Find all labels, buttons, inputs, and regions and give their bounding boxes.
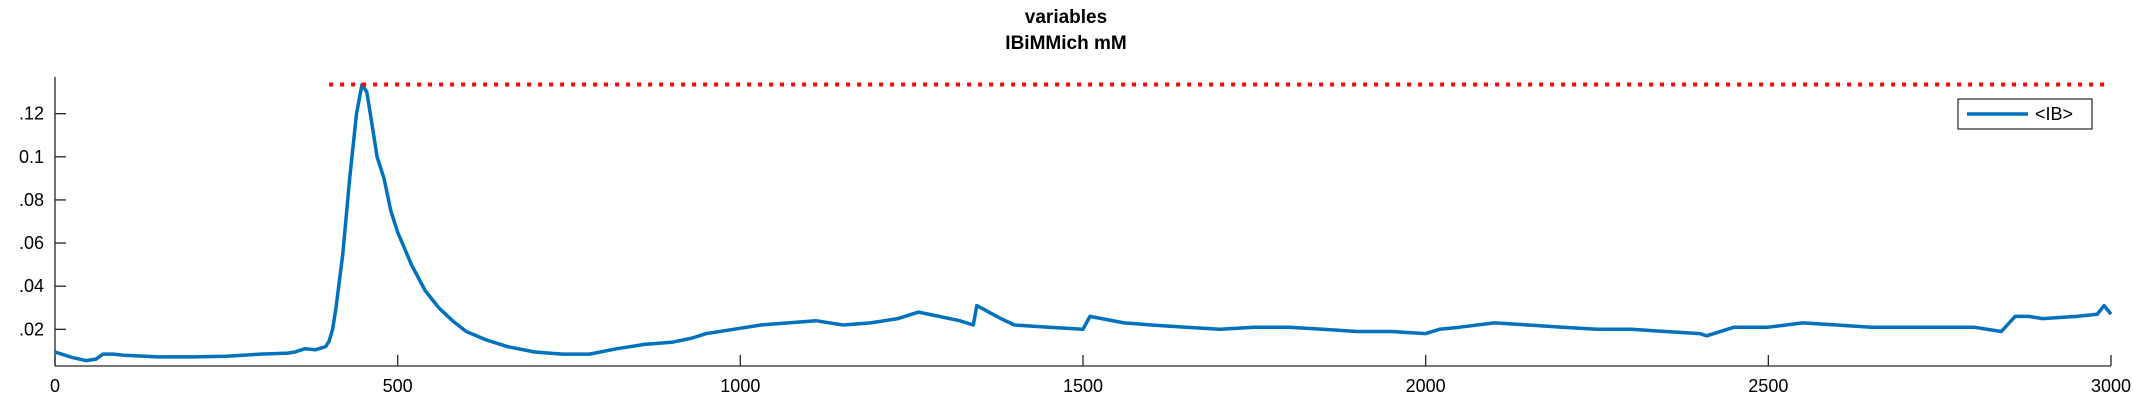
- x-tick-label: 2000: [1406, 376, 1446, 396]
- x-tick-label: 500: [383, 376, 413, 396]
- y-tick-label: .12: [19, 104, 44, 124]
- legend: <IB>: [1957, 98, 2093, 130]
- y-tick-label: .06: [19, 233, 44, 253]
- y-tick-label: 0.1: [19, 147, 44, 167]
- x-tick-label: 1000: [720, 376, 760, 396]
- x-tick-label: 1500: [1063, 376, 1103, 396]
- y-tick-label: .04: [19, 276, 44, 296]
- y-tick-label: .08: [19, 190, 44, 210]
- x-axis-ticks: 0 500 1000 1500 2000 2500 3000: [50, 355, 2131, 396]
- chart-title-line-2: IBiMMich mM: [1005, 33, 1126, 54]
- x-tick-label: 3000: [2091, 376, 2131, 396]
- y-tick-label: .02: [19, 319, 44, 339]
- plot-area: 0 500 1000 1500 2000 2500 3000 .02 .04 .06 .08 0.1…: [19, 77, 2131, 396]
- x-tick-label: 2500: [1748, 376, 1788, 396]
- series-layer: [54, 82, 2113, 363]
- series-line-ib: [54, 82, 2113, 363]
- legend-label-ib: <IB>: [2035, 104, 2073, 124]
- chart-title-line-1: variables: [1025, 7, 1107, 28]
- x-tick-label: 0: [50, 376, 60, 396]
- y-axis-ticks: .02 .04 .06 .08 0.1 .12: [19, 104, 66, 339]
